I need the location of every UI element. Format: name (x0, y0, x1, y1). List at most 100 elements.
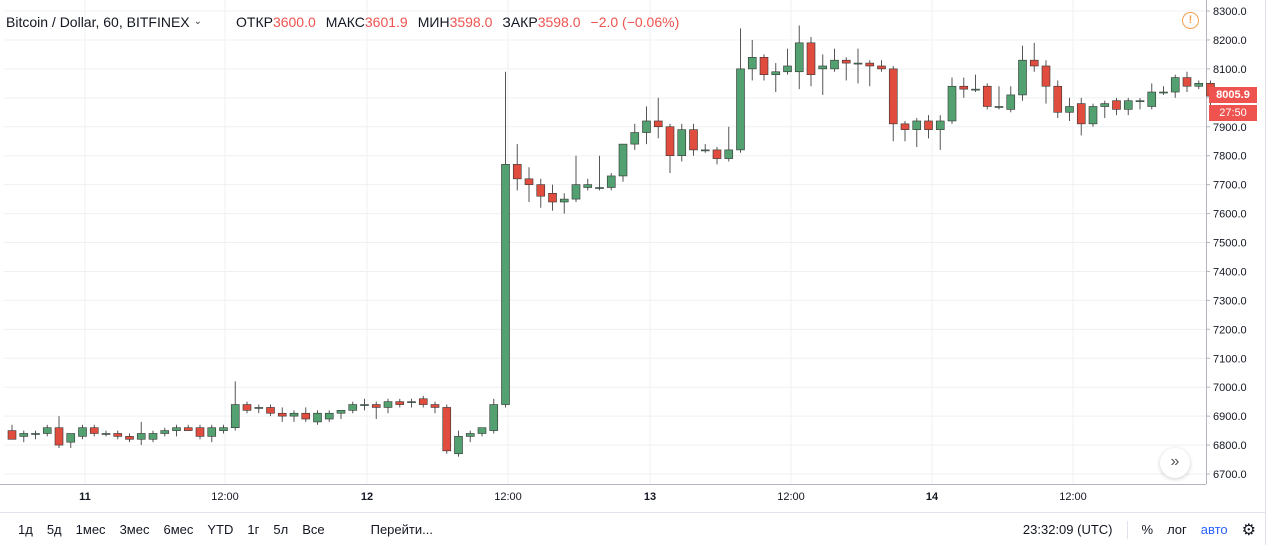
candle-up (360, 404, 369, 406)
candle-down (689, 129, 698, 151)
price-chart[interactable]: 8300.08200.08100.08000.07900.07800.07700… (0, 0, 1266, 512)
range-3m-button[interactable]: 3мес (119, 521, 150, 537)
candle-up (66, 433, 76, 443)
chevron-down-icon[interactable]: ⌄ (193, 15, 203, 27)
symbol-selector[interactable]: Bitcoin / Dollar, 60, BITFINEX ⌄ (6, 14, 202, 30)
log-scale-button[interactable]: лог (1167, 522, 1187, 537)
candle-up (724, 149, 734, 159)
time-axis-label: 12 (361, 491, 373, 503)
low-label: МИН (417, 14, 450, 30)
gear-icon[interactable]: ⚙ (1241, 521, 1256, 539)
candle-up (1147, 91, 1157, 107)
candle-down (982, 85, 992, 107)
range-all-button[interactable]: Все (302, 521, 325, 537)
candle-up (31, 433, 40, 435)
price-axis-label: 7700.0 (1213, 180, 1247, 192)
range-5y-button[interactable]: 5л (273, 521, 289, 537)
candle-up (642, 120, 651, 133)
candle-down (653, 120, 663, 128)
candle-down (1112, 100, 1121, 110)
candle-up (289, 412, 299, 417)
open-value: 3600.0 (272, 14, 316, 30)
candle-down (125, 436, 134, 440)
goto-date-button[interactable]: Перейти... (370, 521, 433, 537)
candle-up (465, 433, 475, 437)
toolbar-right: 23:32:09 (UTC) % лог авто ⚙ (1023, 513, 1256, 545)
scroll-to-realtime-button[interactable]: » (1160, 448, 1190, 478)
candle-up (559, 198, 569, 203)
price-axis-label: 7300.0 (1213, 295, 1247, 307)
divider (1126, 520, 1128, 539)
time-axis-label: 11 (79, 491, 91, 503)
candle-up (42, 427, 52, 434)
candle-down (266, 407, 275, 414)
range-1m-button[interactable]: 1мес (75, 521, 106, 537)
candle-down (665, 126, 675, 156)
candle-down (7, 430, 17, 440)
auto-scale-button[interactable]: авто (1200, 522, 1228, 537)
price-axis-label: 7600.0 (1213, 209, 1247, 221)
countdown-badge: 27:50 (1209, 105, 1257, 121)
candle-up (136, 433, 146, 440)
candle-up (230, 404, 240, 428)
candle-up (101, 433, 111, 435)
candle-up (383, 401, 393, 408)
ohlc-values: ОТКР3600.0 МАКС3601.9 МИН3598.0 ЗАКР3598… (236, 14, 679, 30)
percent-scale-button[interactable]: % (1141, 522, 1154, 537)
candle-up (618, 143, 628, 177)
candle-up (771, 71, 781, 75)
price-axis-label: 6800.0 (1213, 440, 1247, 452)
candle-down (865, 62, 875, 67)
candle-up (489, 404, 499, 431)
chart-area[interactable]: 8300.08200.08100.08000.07900.07800.07700… (0, 0, 1266, 512)
utc-clock[interactable]: 23:32:09 (UTC) (1022, 522, 1113, 537)
candle-up (853, 62, 863, 65)
candle-down (195, 427, 205, 437)
close-label: ЗАКР (502, 14, 538, 30)
candle-up (324, 412, 334, 420)
symbol-title[interactable]: Bitcoin / Dollar, 60, BITFINEX (6, 14, 190, 30)
candle-up (571, 184, 581, 200)
price-axis-label: 8300.0 (1213, 6, 1247, 18)
candle-up (1170, 77, 1180, 93)
range-1y-button[interactable]: 1г (247, 521, 260, 537)
price-axis-label: 7500.0 (1213, 238, 1247, 250)
close-value: 3598.0 (537, 14, 581, 30)
time-axis-label: 13 (644, 491, 656, 503)
candle-up (160, 430, 170, 434)
price-axis-label: 7900.0 (1213, 122, 1247, 134)
high-value: 3601.9 (364, 14, 408, 30)
open-label: ОТКР (236, 14, 273, 30)
bottom-toolbar: 1д 5д 1мес 3мес 6мес YTD 1г 5л Все Перей… (0, 512, 1266, 545)
candle-up (1194, 83, 1204, 87)
candle-down (806, 42, 816, 75)
range-6m-button[interactable]: 6мес (163, 521, 194, 537)
candle-down (512, 164, 522, 180)
price-axis-label: 7000.0 (1213, 382, 1247, 394)
candle-down (888, 68, 898, 125)
candle-down (759, 56, 769, 75)
price-axis-label: 7800.0 (1213, 151, 1247, 163)
candle-up (336, 410, 346, 414)
candle-up (606, 175, 616, 188)
candle-up (78, 427, 87, 437)
range-5d-button[interactable]: 5д (46, 521, 62, 537)
candle-down (395, 401, 405, 405)
last-price-badge: 8005.9 (1209, 87, 1257, 103)
candle-up (630, 132, 640, 145)
range-1d-button[interactable]: 1д (18, 521, 33, 537)
candle-up (19, 433, 29, 437)
price-axis-label: 7200.0 (1213, 324, 1247, 336)
price-axis-label: 7400.0 (1213, 266, 1247, 278)
candle-up (407, 401, 416, 403)
candle-down (1076, 103, 1086, 125)
range-ytd-button[interactable]: YTD (207, 521, 234, 537)
candle-down (1029, 59, 1039, 67)
time-axis-label: 14 (926, 491, 939, 503)
candle-up (1006, 94, 1016, 110)
candle-down (54, 427, 64, 446)
candle-up (1100, 103, 1110, 107)
time-axis-label: 12:00 (211, 491, 239, 503)
candle-down (1041, 65, 1051, 87)
warning-icon[interactable]: ! (1182, 12, 1199, 29)
